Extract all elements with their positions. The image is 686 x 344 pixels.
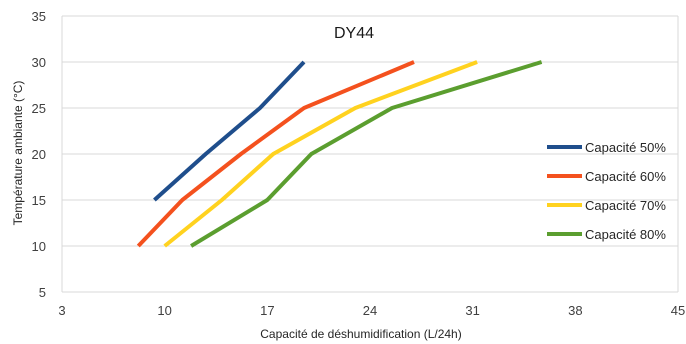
y-tick-label: 30 [32,55,46,70]
x-tick-label: 3 [58,303,65,318]
y-axis-title: Température ambiante (°C) [11,81,25,226]
x-tick-label: 10 [157,303,171,318]
series-line-1 [153,60,306,202]
legend-label-4: Capacité 80% [585,227,666,242]
legend: Capacité 50% Capacité 60% Capacité 70% Capa… [547,140,666,242]
series-lines [136,60,543,248]
series-line-2 [136,60,415,248]
x-tick-label: 45 [671,303,685,318]
grid [61,15,679,293]
y-tick-label: 20 [32,147,46,162]
legend-label-1: Capacité 50% [585,140,666,155]
x-tick-label: 24 [363,303,377,318]
y-tick-label: 5 [39,285,46,300]
x-axis-title: Capacité de déshumidification (L/24h) [260,327,461,341]
series-line-3 [163,60,478,248]
tick-labels: 5 10 15 20 25 30 35 3 10 17 24 31 38 45 [32,9,686,318]
legend-label-3: Capacité 70% [585,198,666,213]
x-tick-label: 31 [465,303,479,318]
y-tick-label: 10 [32,239,46,254]
y-tick-label: 35 [32,9,46,24]
chart-title: DY44 [334,25,374,42]
x-tick-label: 17 [260,303,274,318]
y-tick-label: 25 [32,101,46,116]
series-line-4 [190,60,543,248]
legend-label-2: Capacité 60% [585,169,666,184]
y-tick-label: 15 [32,193,46,208]
x-tick-label: 38 [568,303,582,318]
